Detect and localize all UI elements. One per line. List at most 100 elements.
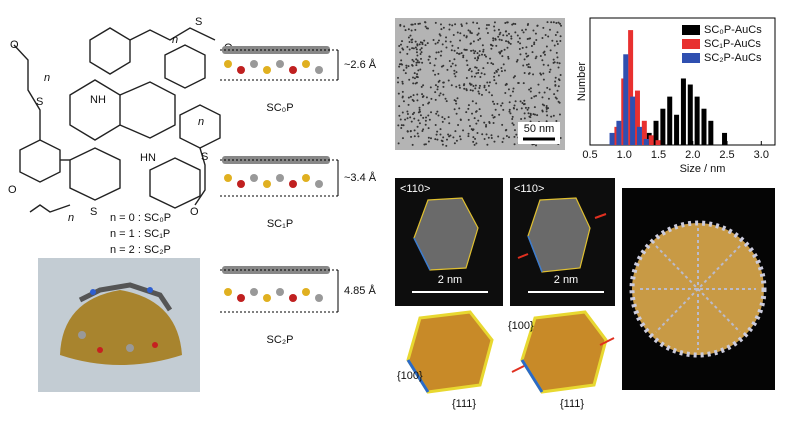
particle (555, 21, 558, 24)
particle (410, 120, 413, 123)
particle (430, 97, 433, 100)
particle (522, 82, 525, 85)
particle (552, 21, 555, 24)
particle (405, 66, 408, 69)
particle (523, 58, 526, 61)
particle (405, 64, 408, 67)
particle (527, 65, 530, 68)
particle (504, 91, 507, 94)
particle (493, 29, 496, 32)
bar (674, 114, 680, 145)
particle (474, 87, 477, 90)
x-tick-label: 1.5 (651, 149, 666, 161)
particle (485, 133, 488, 136)
particle (485, 27, 488, 30)
particle (541, 59, 544, 62)
particle (410, 38, 413, 41)
particle (442, 93, 445, 96)
particle (542, 78, 545, 81)
particle (418, 43, 421, 46)
particle (473, 75, 476, 78)
particle (450, 49, 453, 52)
particle (511, 23, 514, 26)
particle (422, 104, 425, 107)
particle (472, 85, 475, 88)
particle (505, 30, 508, 33)
legend-swatch (682, 25, 700, 35)
particle (441, 120, 444, 123)
particle (521, 101, 524, 104)
particle (465, 59, 468, 62)
particle (416, 99, 419, 102)
particle (555, 40, 558, 43)
particle (444, 97, 447, 100)
particle (464, 48, 467, 51)
particle (489, 57, 492, 60)
particle (481, 133, 484, 136)
particle (545, 107, 548, 110)
particle (459, 39, 462, 42)
particle (434, 98, 437, 101)
particle (404, 72, 407, 75)
particle (512, 76, 515, 79)
particle (493, 79, 496, 82)
particle (495, 44, 498, 47)
particle (462, 56, 465, 59)
particle (502, 137, 505, 140)
particle (540, 73, 543, 76)
hrtem-images (395, 178, 615, 306)
particle (418, 108, 421, 111)
x-tick-label: 3.0 (754, 149, 769, 161)
particle (486, 61, 489, 64)
particle (445, 46, 448, 49)
particle (419, 48, 422, 51)
particle (401, 82, 404, 85)
particle (533, 41, 536, 44)
label: n (198, 116, 204, 128)
bar (630, 96, 636, 145)
particle (549, 68, 552, 71)
particle (529, 87, 532, 90)
particle (455, 139, 458, 142)
particle (471, 112, 474, 115)
particle (476, 22, 479, 25)
particle (419, 41, 422, 44)
particle (412, 94, 415, 97)
particle (525, 52, 528, 55)
particle (442, 85, 445, 88)
particle (470, 75, 473, 78)
particle (457, 123, 460, 126)
particle (408, 48, 411, 51)
particle (487, 136, 490, 139)
label: n (172, 34, 178, 46)
particle (430, 111, 433, 114)
particle (515, 108, 518, 111)
particle (535, 39, 538, 42)
atom (250, 60, 258, 68)
particle (548, 88, 551, 91)
y-axis-label: Number (576, 62, 588, 101)
atom (276, 288, 284, 296)
particle (454, 75, 457, 78)
distance-label: ~3.4 Å (344, 171, 377, 184)
particle (442, 64, 445, 67)
particle (399, 43, 402, 46)
particle (442, 26, 445, 29)
x-tick-label: 2.5 (719, 149, 734, 161)
particle (503, 48, 506, 51)
particle (517, 82, 520, 85)
particle (552, 114, 555, 117)
facet-label: {111} (452, 398, 476, 410)
particle (439, 92, 442, 95)
particle (465, 76, 468, 79)
bar (667, 96, 673, 145)
atom (224, 60, 232, 68)
particle (406, 130, 409, 133)
particle (477, 69, 480, 72)
particle (399, 24, 402, 27)
bar (628, 30, 634, 145)
particle (397, 76, 400, 79)
particle (422, 128, 425, 131)
particle (474, 50, 477, 53)
particle (472, 49, 475, 52)
